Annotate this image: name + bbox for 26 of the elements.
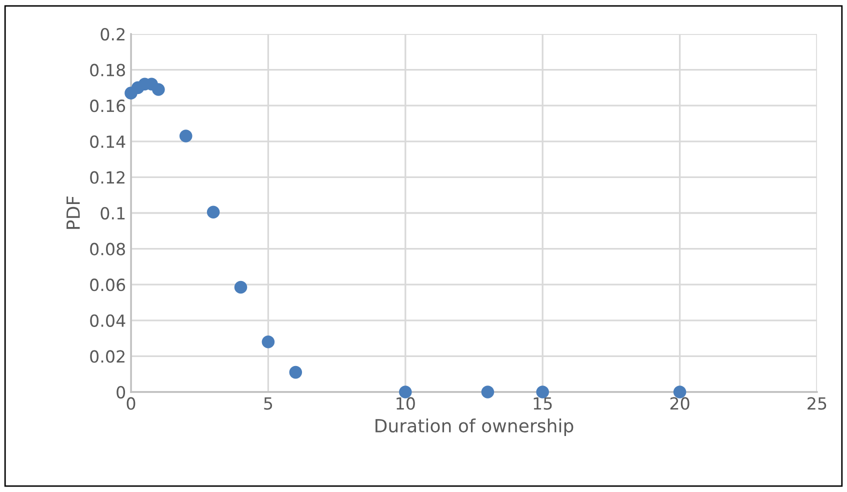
point bbox=[234, 280, 248, 294]
y-tick-label: 0.02 bbox=[90, 350, 124, 363]
y-tick-label: 0 bbox=[116, 386, 126, 399]
y-tick-label: 0.08 bbox=[90, 242, 125, 256]
x-axis-title: Duration of ownership bbox=[376, 418, 574, 436]
x-tick-label: 10 bbox=[396, 397, 415, 410]
y-tick-label: 0.06 bbox=[90, 278, 126, 292]
x-tick-label: 25 bbox=[808, 397, 826, 410]
point bbox=[481, 386, 494, 398]
point bbox=[262, 335, 275, 348]
x-tick-label: 15 bbox=[534, 397, 552, 410]
x-tick-label: 20 bbox=[670, 397, 690, 410]
y-tick-label: 0.16 bbox=[90, 100, 126, 112]
x-tick-label: 5 bbox=[264, 397, 272, 410]
y-tick-label: 0.18 bbox=[90, 64, 125, 76]
point bbox=[152, 83, 165, 96]
y-tick-label: 0.04 bbox=[90, 314, 126, 327]
y-tick-label: 0.1 bbox=[100, 206, 125, 220]
x-tick-label: 0 bbox=[126, 397, 136, 410]
point bbox=[289, 366, 302, 379]
y-axis-title: PDF bbox=[66, 196, 80, 229]
y-tick-label: 0.2 bbox=[100, 28, 124, 41]
y-tick-label: 0.14 bbox=[90, 135, 126, 148]
y-tick-label: 0.12 bbox=[90, 171, 124, 184]
point bbox=[179, 130, 192, 142]
point bbox=[206, 206, 220, 219]
